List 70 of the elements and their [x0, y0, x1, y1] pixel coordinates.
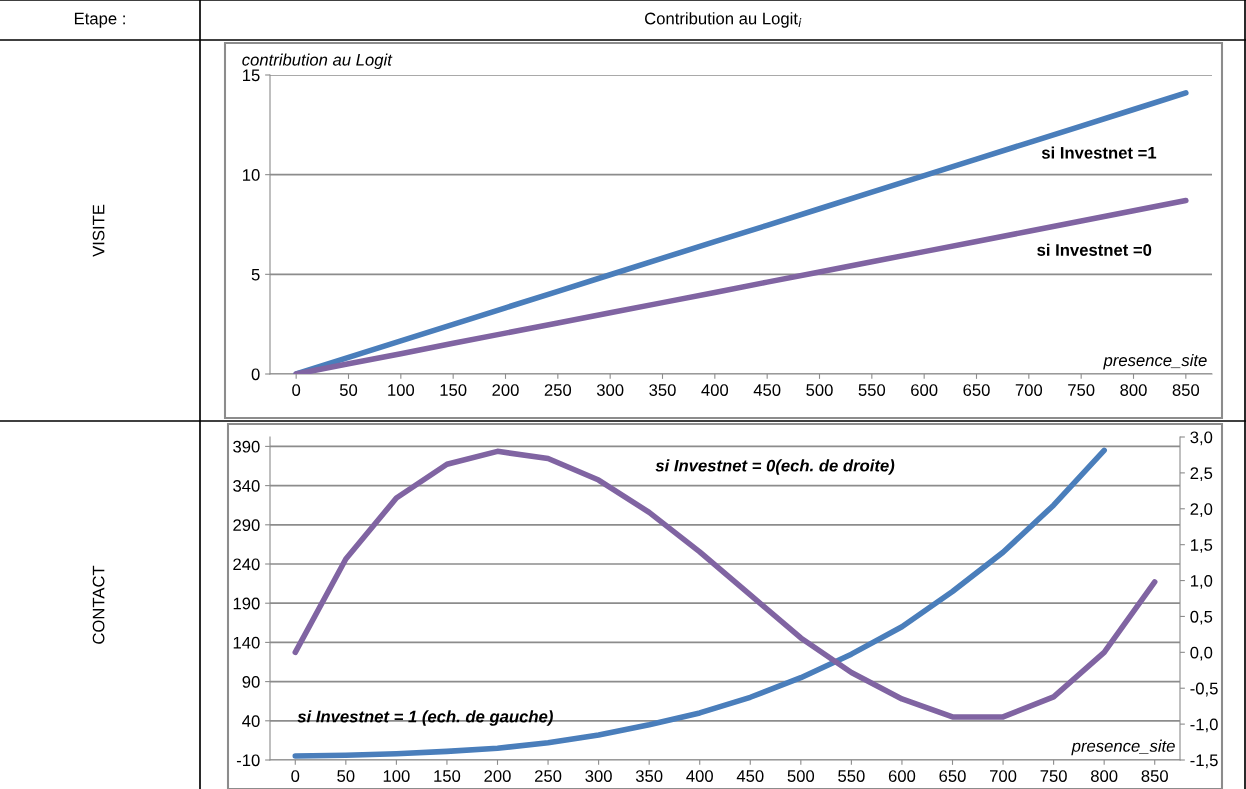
x-tick-label: 100	[383, 770, 410, 782]
y2-tick-label: 1,0	[1190, 574, 1213, 589]
x-tick-label: 450	[736, 770, 764, 782]
annotation: si Investnet = 1 (ech. de gauche)	[297, 710, 553, 726]
y-axis-title: contribution au Logit	[242, 53, 393, 70]
y2-tick-label: -0,5	[1190, 682, 1218, 697]
x-tick-label: 450	[753, 384, 781, 396]
text: CONTACT	[92, 565, 105, 644]
x-axis-title: presence_site	[1103, 353, 1207, 370]
chart-title: Contribution au Logit$_{i}$	[645, 12, 802, 28]
annotation: si Investnet =1	[1041, 146, 1157, 159]
x-tick-label: 600	[911, 384, 938, 396]
x-tick-label: 350	[635, 770, 663, 782]
x-tick-label: 500	[806, 384, 833, 396]
y-tick-label: 40	[242, 715, 260, 727]
y-tick-label: 0	[251, 368, 260, 381]
y2-tick-label: 3,0	[1190, 431, 1213, 446]
y-tick-label: 5	[251, 268, 260, 281]
x-tick-label: 200	[492, 384, 519, 396]
y-tick-label: 240	[233, 558, 260, 571]
y-tick-label: 140	[233, 636, 260, 649]
y-tick-label: 15	[243, 69, 260, 82]
y2-tick-label: 1,5	[1190, 539, 1213, 553]
x-tick-label: 50	[337, 770, 355, 782]
text: VISITE	[92, 204, 105, 257]
annotation: si Investnet = 0(ech. de droite)	[655, 459, 895, 475]
y-tick-label: 390	[233, 440, 260, 453]
x-tick-label: 550	[858, 384, 886, 396]
x-tick-label: 0	[291, 770, 300, 782]
x-tick-label: 0	[292, 384, 301, 396]
x-tick-label: 800	[1120, 384, 1147, 396]
x-tick-label: 700	[1015, 384, 1043, 396]
y-tick-label: -10	[236, 754, 260, 767]
text: Etape :	[74, 12, 125, 28]
y2-tick-label: -1,5	[1190, 754, 1218, 769]
x-tick-label: 400	[701, 384, 729, 396]
x-tick-label: 150	[434, 770, 461, 782]
x-axis-title: presence_site	[1071, 739, 1175, 756]
y2-tick-label: 2,5	[1190, 467, 1213, 482]
x-tick-label: 850	[1141, 770, 1168, 782]
y-tick-label: 190	[233, 597, 260, 610]
x-tick-label: 400	[686, 770, 713, 782]
y-tick-label: 340	[233, 480, 260, 492]
x-tick-label: 600	[888, 770, 916, 782]
y-tick-label: 90	[242, 676, 260, 688]
y2-tick-label: 2,0	[1190, 503, 1213, 517]
x-tick-label: 750	[1040, 770, 1067, 782]
x-tick-label: 700	[990, 770, 1017, 782]
x-tick-label: 100	[388, 384, 415, 396]
x-tick-label: 800	[1090, 770, 1118, 782]
y2-tick-label: 0,0	[1190, 646, 1213, 661]
y2-tick-label: -1,0	[1190, 718, 1218, 733]
x-tick-label: 50	[339, 384, 358, 396]
x-tick-label: 300	[596, 384, 624, 396]
y-tick-label: 290	[233, 519, 260, 532]
y2-tick-label: 0,5	[1190, 610, 1213, 625]
x-tick-label: 750	[1068, 384, 1095, 396]
x-tick-label: 650	[963, 384, 990, 396]
y-tick-label: 10	[243, 169, 260, 181]
x-tick-label: 500	[787, 770, 815, 782]
x-tick-label: 250	[534, 770, 562, 782]
x-tick-label: 300	[585, 770, 612, 782]
x-tick-label: 150	[440, 384, 467, 396]
x-tick-label: 250	[544, 384, 572, 396]
annotation: si Investnet =0	[1037, 243, 1152, 256]
x-tick-label: 200	[484, 770, 511, 782]
x-tick-label: 850	[1172, 384, 1200, 396]
x-tick-label: 350	[649, 384, 676, 396]
x-tick-label: 650	[939, 770, 966, 782]
x-tick-label: 550	[838, 770, 865, 782]
